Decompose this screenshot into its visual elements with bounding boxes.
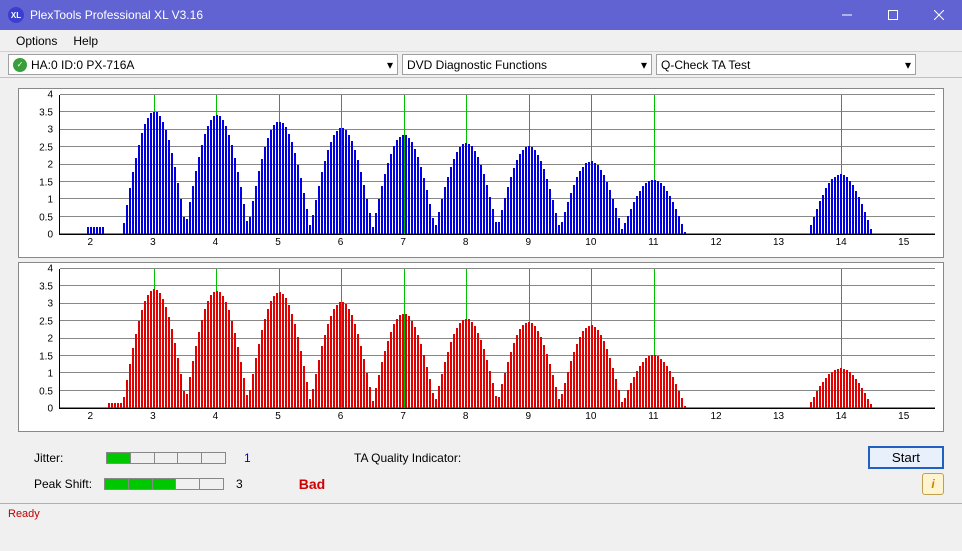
peakshift-bar [104,478,224,490]
jitter-bar [106,452,226,464]
window-title: PlexTools Professional XL V3.16 [30,8,824,22]
info-button[interactable]: i [922,473,944,495]
function-select-label: DVD Diagnostic Functions [407,58,547,72]
test-select[interactable]: Q-Check TA Test ▾ [656,54,916,75]
drive-select[interactable]: ✓ HA:0 ID:0 PX-716A ▾ [8,54,398,75]
status-text: Ready [8,508,40,520]
statusbar: Ready [0,503,962,523]
drive-icon: ✓ [13,58,27,72]
chevron-down-icon: ▾ [641,58,647,72]
function-select[interactable]: DVD Diagnostic Functions ▾ [402,54,652,75]
peakshift-value: 3 [236,477,243,491]
menu-options[interactable]: Options [8,34,65,48]
chart-top: 00.511.522.533.54 23456789101112131415 [18,88,944,258]
maximize-button[interactable] [870,0,916,30]
chevron-down-icon: ▾ [905,58,911,72]
peakshift-label: Peak Shift: [34,477,92,491]
chart-bottom: 00.511.522.533.54 23456789101112131415 [18,262,944,432]
start-button[interactable]: Start [868,446,944,469]
menubar: Options Help [0,30,962,52]
chevron-down-icon: ▾ [387,58,393,72]
test-select-label: Q-Check TA Test [661,58,750,72]
drive-select-label: HA:0 ID:0 PX-716A [31,58,134,72]
info-icon: i [931,477,934,491]
toolbar: ✓ HA:0 ID:0 PX-716A ▾ DVD Diagnostic Fun… [0,52,962,78]
minimize-button[interactable] [824,0,870,30]
taq-value: Bad [299,476,325,492]
taq-label: TA Quality Indicator: [354,451,461,465]
jitter-value: 1 [244,451,256,465]
app-icon: XL [8,7,24,23]
menu-help[interactable]: Help [65,34,106,48]
jitter-label: Jitter: [34,451,94,465]
close-button[interactable] [916,0,962,30]
titlebar: XL PlexTools Professional XL V3.16 [0,0,962,30]
